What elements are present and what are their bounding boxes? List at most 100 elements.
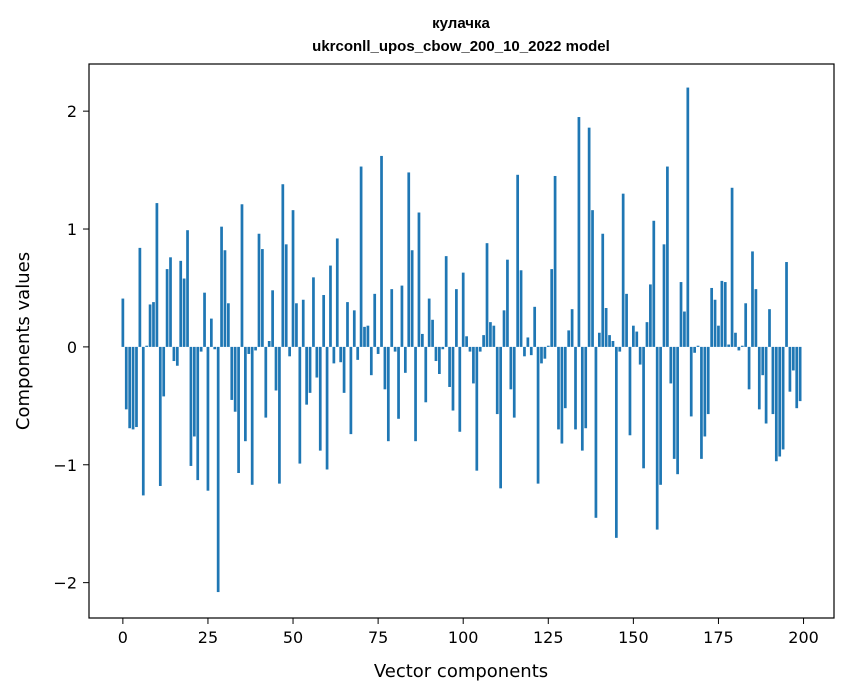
y-axis-label: Components values — [13, 252, 34, 430]
bar — [138, 247, 142, 347]
x-tick-label: 25 — [198, 628, 218, 647]
bar — [468, 346, 472, 352]
x-axis-ticks: 0 25 50 75 100 125 150 175 200 — [118, 618, 819, 647]
bar — [563, 346, 567, 409]
bar — [458, 346, 462, 432]
bar — [482, 335, 485, 347]
bar — [788, 346, 792, 392]
bar — [250, 346, 254, 485]
bar — [686, 87, 690, 347]
bar — [373, 293, 377, 347]
y-axis-ticks: −2 −1 0 1 2 — [53, 102, 89, 593]
bar — [223, 250, 227, 347]
bar — [240, 204, 244, 347]
bar — [257, 233, 261, 347]
chart-title-line1: кулачка — [432, 15, 490, 32]
bar — [757, 346, 761, 410]
y-tick-label: 0 — [67, 338, 77, 357]
bar — [400, 285, 404, 347]
bar — [587, 127, 591, 347]
bar — [591, 210, 594, 347]
bar — [152, 302, 155, 347]
bar — [536, 346, 540, 484]
bar — [689, 346, 693, 417]
chart-title-line2: ukrconll_upos_cbow_200_10_2022 model — [312, 38, 610, 55]
bar — [438, 346, 441, 374]
bar — [478, 346, 482, 352]
bar — [318, 346, 322, 451]
bar — [271, 290, 274, 347]
bar — [192, 346, 196, 437]
bar — [703, 346, 707, 437]
bar — [635, 331, 639, 347]
bar — [342, 346, 346, 393]
bar — [795, 346, 799, 409]
bar — [417, 212, 421, 347]
bar — [295, 303, 298, 347]
bar — [407, 172, 411, 347]
bar — [774, 346, 778, 462]
bar — [172, 346, 176, 362]
bar — [182, 278, 186, 347]
bar — [209, 318, 213, 347]
bar — [730, 187, 734, 347]
x-tick-label: 0 — [118, 628, 128, 647]
bar — [509, 346, 513, 390]
bar — [632, 325, 635, 347]
bar — [356, 346, 360, 360]
bar — [291, 210, 295, 347]
bar — [349, 346, 353, 435]
bar — [560, 346, 564, 444]
bar — [693, 346, 696, 353]
bar — [574, 346, 577, 430]
bar — [366, 325, 370, 347]
bar — [264, 346, 268, 418]
x-tick-label: 200 — [788, 628, 819, 647]
bar — [434, 346, 438, 362]
bar — [700, 346, 703, 459]
bar — [740, 345, 744, 347]
bar — [764, 346, 768, 424]
bar — [553, 175, 557, 347]
bar — [339, 346, 343, 363]
bar — [386, 346, 390, 442]
bar — [230, 346, 234, 400]
bar — [529, 346, 533, 356]
bar — [203, 292, 206, 347]
bar — [679, 282, 683, 347]
bar — [744, 303, 748, 347]
bar — [288, 346, 291, 357]
bar — [533, 306, 537, 347]
bar — [383, 346, 387, 390]
bar — [145, 345, 149, 347]
bar — [451, 346, 455, 411]
plot-frame — [88, 63, 835, 619]
bar — [506, 259, 509, 347]
bar — [410, 250, 414, 347]
bar — [628, 346, 632, 436]
bar — [335, 238, 339, 347]
bar — [121, 298, 125, 347]
bar — [785, 262, 788, 347]
bar — [186, 230, 189, 347]
bar — [638, 346, 642, 365]
bar — [179, 260, 183, 347]
bar — [614, 346, 618, 538]
bar — [781, 346, 785, 450]
bar — [683, 311, 686, 347]
bar — [676, 346, 679, 475]
bar — [308, 346, 312, 393]
bar — [798, 346, 802, 402]
bar — [754, 289, 758, 347]
bar — [737, 346, 741, 351]
bar — [485, 243, 489, 347]
bar — [189, 346, 193, 466]
bar — [713, 299, 717, 347]
bar — [516, 174, 520, 347]
bar — [717, 325, 720, 347]
x-axis-label: Vector components — [374, 661, 548, 682]
bar — [162, 346, 166, 397]
bar — [768, 309, 771, 347]
bar — [315, 346, 319, 378]
